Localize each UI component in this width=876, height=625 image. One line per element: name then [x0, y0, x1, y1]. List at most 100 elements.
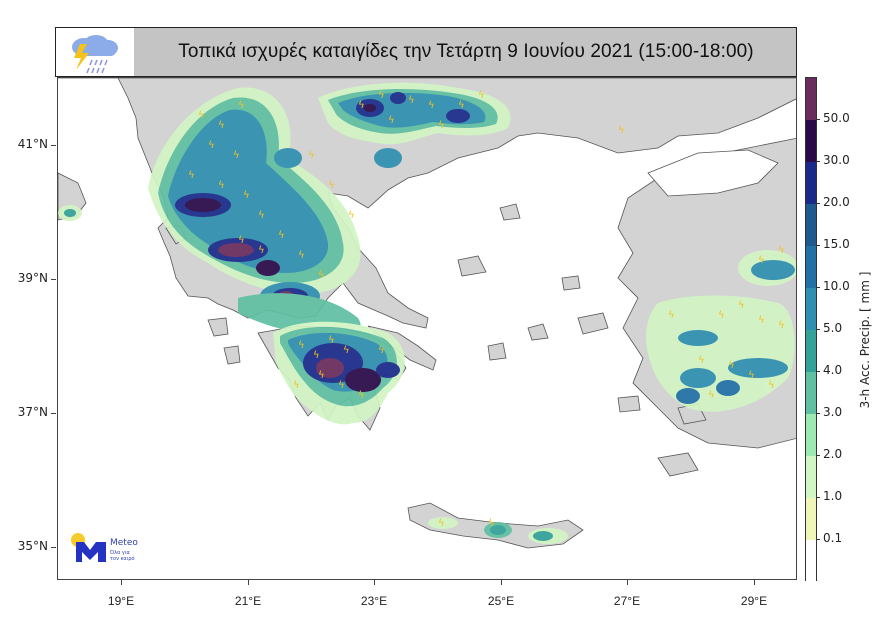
lon-tick [754, 580, 755, 585]
svg-text:ϟ: ϟ [738, 300, 745, 311]
svg-text:ϟ: ϟ [458, 100, 465, 111]
cb-label-2: 2.0 [823, 447, 843, 461]
logo-slogan-line2: τον καιρό [110, 556, 135, 562]
title-bar: Τοπικά ισχυρές καταιγίδες την Τετάρτη 9 … [55, 27, 797, 77]
lon-tick [121, 580, 122, 585]
svg-text:ϟ: ϟ [293, 380, 300, 391]
svg-text:ϟ: ϟ [238, 235, 245, 246]
svg-text:ϟ: ϟ [308, 150, 315, 161]
cb-label-20: 20.0 [823, 195, 850, 209]
colorbar-segment [806, 498, 816, 540]
lat-tick [51, 145, 56, 146]
meteo-logo: Meteo Όλα για τον καιρό [70, 532, 160, 572]
svg-text:ϟ: ϟ [258, 245, 265, 256]
colorbar-tick [816, 371, 820, 372]
meteo-m-icon [71, 533, 106, 562]
svg-text:ϟ: ϟ [618, 125, 625, 136]
svg-text:ϟ: ϟ [428, 100, 435, 111]
thunderstorm-rain-icon [56, 28, 134, 76]
cb-label-1: 1.0 [823, 489, 843, 503]
svg-text:ϟ: ϟ [318, 270, 325, 281]
svg-text:ϟ: ϟ [378, 90, 385, 101]
svg-text:ϟ: ϟ [768, 380, 775, 391]
cb-label-50: 50.0 [823, 111, 850, 125]
lon-tick [501, 580, 502, 585]
colorbar-segment [806, 288, 816, 330]
svg-text:ϟ: ϟ [778, 245, 785, 256]
svg-text:ϟ: ϟ [298, 340, 305, 351]
colorbar-tick [816, 119, 820, 120]
colorbar-tick [816, 203, 820, 204]
lon-tick [374, 580, 375, 585]
svg-text:ϟ: ϟ [378, 345, 385, 356]
colorbar-tick [816, 413, 820, 414]
colorbar-segment [806, 540, 816, 582]
svg-text:ϟ: ϟ [478, 90, 485, 101]
cb-label-15: 15.0 [823, 237, 850, 251]
colorbar-segment [806, 414, 816, 456]
colorbar-segment [806, 204, 816, 246]
svg-text:ϟ: ϟ [718, 310, 725, 321]
colorbar-segment [806, 78, 816, 120]
cb-label-4: 4.0 [823, 363, 843, 377]
colorbar-segment [806, 372, 816, 414]
logo-name: Meteo [110, 538, 138, 548]
colorbar-segment [806, 246, 816, 288]
cb-label-10: 10.0 [823, 279, 850, 293]
map-canvas: ϟ ϟ ϟ ϟ ϟ ϟ ϟ ϟ ϟ ϟ ϟ ϟ ϟ ϟ ϟ ϟ ϟ ϟ ϟ ϟ ϟ ϟ ϟ ϟ ϟ ϟ ϟ ϟ ϟ ϟ ϟ ϟ ϟ ϟ… [58, 78, 796, 549]
lon-label-29e: 29°E [740, 594, 768, 608]
svg-text:ϟ: ϟ [778, 320, 785, 331]
lon-tick [248, 580, 249, 585]
logo-slogan: Όλα για τον καιρό [110, 550, 135, 562]
svg-text:ϟ: ϟ [258, 210, 265, 221]
svg-text:ϟ: ϟ [698, 355, 705, 366]
cb-label-30: 30.0 [823, 153, 850, 167]
colorbar-tick [816, 161, 820, 162]
svg-text:ϟ: ϟ [238, 100, 245, 111]
svg-text:ϟ: ϟ [233, 150, 240, 161]
svg-text:ϟ: ϟ [278, 230, 285, 241]
lightning-symbols: ϟ ϟ ϟ ϟ ϟ ϟ ϟ ϟ ϟ ϟ ϟ ϟ ϟ ϟ ϟ ϟ ϟ ϟ ϟ ϟ ϟ ϟ ϟ ϟ ϟ ϟ ϟ ϟ ϟ ϟ ϟ ϟ ϟ ϟ… [188, 90, 785, 529]
svg-text:ϟ: ϟ [208, 140, 215, 151]
lat-tick [51, 547, 56, 548]
svg-text:ϟ: ϟ [298, 250, 305, 261]
colorbar-tick [816, 245, 820, 246]
colorbar-tick [816, 539, 820, 540]
lon-label-25e: 25°E [487, 594, 515, 608]
svg-text:ϟ: ϟ [188, 170, 195, 181]
svg-text:ϟ: ϟ [198, 110, 205, 121]
colorbar-tick [816, 455, 820, 456]
cb-label-01: 0.1 [823, 531, 843, 545]
lat-label-39n: 39°N [17, 271, 48, 285]
lon-label-21e: 21°E [234, 594, 262, 608]
svg-text:ϟ: ϟ [758, 315, 765, 326]
lat-tick [51, 413, 56, 414]
svg-text:ϟ: ϟ [358, 100, 365, 111]
svg-text:ϟ: ϟ [728, 360, 735, 371]
lat-label-37n: 37°N [17, 405, 48, 419]
svg-text:ϟ: ϟ [328, 335, 335, 346]
colorbar-segment [806, 120, 816, 162]
svg-text:ϟ: ϟ [358, 390, 365, 401]
colorbar-segment [806, 162, 816, 204]
lon-label-19e: 19°E [107, 594, 135, 608]
colorbar-title: 3-h Acc. Precip. [ mm ] [858, 271, 872, 409]
colorbar-segment [806, 330, 816, 372]
svg-text:ϟ: ϟ [338, 380, 345, 391]
svg-text:ϟ: ϟ [388, 115, 395, 126]
svg-text:ϟ: ϟ [668, 310, 675, 321]
svg-text:ϟ: ϟ [488, 518, 495, 529]
svg-text:ϟ: ϟ [218, 180, 225, 191]
lat-label-41n: 41°N [17, 137, 48, 151]
lat-label-35n: 35°N [17, 539, 48, 553]
svg-text:ϟ: ϟ [343, 345, 350, 356]
logo-slogan-line1: Όλα για [110, 550, 130, 556]
map-title: Τοπικά ισχυρές καταιγίδες την Τετάρτη 9 … [178, 41, 754, 62]
svg-text:ϟ: ϟ [708, 390, 715, 401]
svg-text:ϟ: ϟ [758, 255, 765, 266]
precipitation-map: ϟ ϟ ϟ ϟ ϟ ϟ ϟ ϟ ϟ ϟ ϟ ϟ ϟ ϟ ϟ ϟ ϟ ϟ ϟ ϟ ϟ ϟ ϟ ϟ ϟ ϟ ϟ ϟ ϟ ϟ ϟ ϟ ϟ ϟ… [57, 77, 797, 580]
lon-label-23e: 23°E [360, 594, 388, 608]
cb-label-5: 5.0 [823, 321, 843, 335]
lon-label-27e: 27°E [613, 594, 641, 608]
cb-label-3: 3.0 [823, 405, 843, 419]
